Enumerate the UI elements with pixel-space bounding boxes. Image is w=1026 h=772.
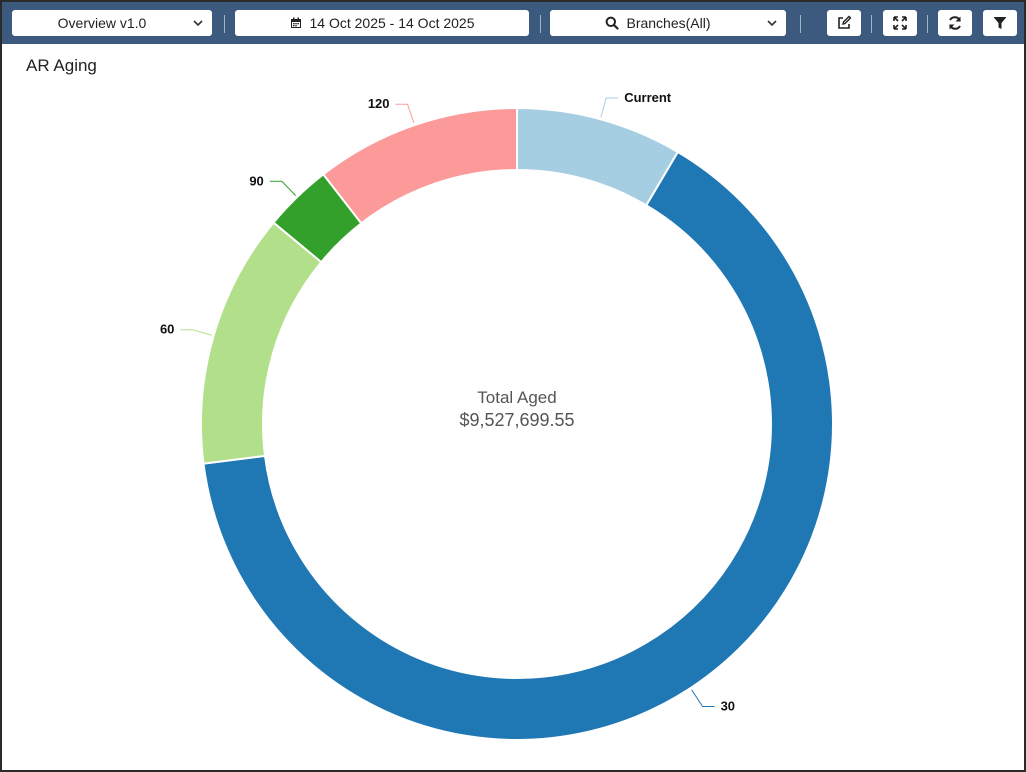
date-range-picker[interactable]: 14 Oct 2025 - 14 Oct 2025: [235, 10, 529, 36]
donut-slice-30[interactable]: [202, 150, 834, 742]
edit-icon: [838, 15, 852, 29]
donut-slice-120[interactable]: [321, 106, 518, 225]
branch-select[interactable]: Branches(All): [550, 10, 786, 36]
slice-label-30: 30: [721, 699, 735, 714]
toolbar: Overview v1.0 14 Oct 2025 - 14 Oct 2025 …: [2, 2, 1024, 44]
refresh-icon: [949, 16, 961, 30]
branch-select-label: Branches(All): [626, 15, 711, 31]
leader-line-30: [691, 689, 715, 708]
slice-label-current: Current: [624, 90, 672, 105]
filter-icon: [993, 17, 1007, 29]
calendar-icon: [290, 17, 301, 28]
edit-button[interactable]: [827, 10, 861, 36]
chevron-down-icon: [767, 20, 777, 27]
refresh-button[interactable]: [938, 10, 972, 36]
slice-label-60: 60: [160, 322, 174, 337]
filter-button[interactable]: [983, 10, 1017, 36]
toolbar-divider: [224, 15, 225, 33]
toolbar-divider: [540, 15, 541, 33]
leader-line-current: [600, 97, 619, 118]
leader-line-120: [395, 103, 415, 124]
slice-label-120: 120: [368, 96, 390, 111]
card-title: AR Aging: [26, 56, 97, 75]
donut-slice-current[interactable]: [516, 106, 680, 207]
chevron-down-icon: [193, 20, 203, 27]
donut-slice-60[interactable]: [200, 221, 323, 465]
date-range-text: 14 Oct 2025 - 14 Oct 2025: [309, 15, 475, 31]
toolbar-divider: [871, 15, 872, 33]
toolbar-divider: [927, 15, 928, 33]
expand-icon: [893, 16, 907, 30]
search-icon: [606, 16, 620, 30]
view-select[interactable]: Overview v1.0: [12, 10, 212, 36]
view-select-label: Overview v1.0: [57, 15, 147, 31]
center-label-title: Total Aged: [477, 388, 556, 407]
toolbar-divider: [800, 15, 801, 33]
leader-line-60: [180, 329, 212, 336]
leader-line-90: [269, 180, 297, 196]
slice-label-90: 90: [249, 173, 263, 188]
center-label-total: $9,527,699.55: [459, 410, 574, 430]
fullscreen-button[interactable]: [883, 10, 917, 36]
